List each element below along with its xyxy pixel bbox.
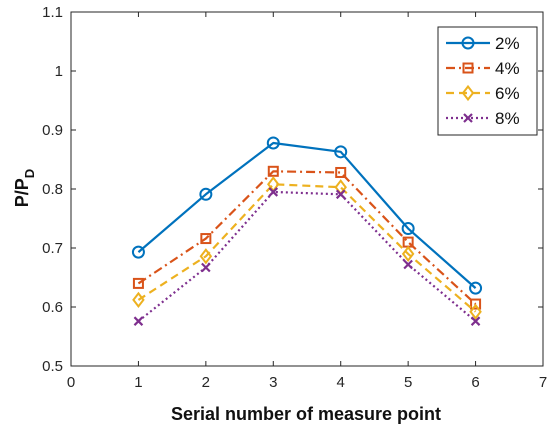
y-tick-label: 0.5	[42, 358, 63, 375]
series-layer	[131, 136, 483, 326]
data-point	[132, 277, 144, 289]
legend-marker	[462, 62, 474, 74]
legend-marker	[463, 113, 473, 123]
legend-marker	[461, 84, 475, 102]
x-tick-label: 7	[539, 374, 547, 391]
legend-marker	[461, 36, 475, 50]
series-line	[137, 170, 477, 305]
series-3	[133, 187, 481, 326]
x-tick-label: 5	[404, 374, 412, 391]
data-point	[401, 245, 415, 263]
legend-item: 4%	[446, 59, 520, 78]
y-tick-label: 1.1	[42, 4, 63, 21]
data-point	[133, 316, 144, 326]
x-tick-label: 6	[471, 374, 479, 391]
y-tick-label: 0.9	[42, 122, 63, 139]
data-point	[470, 298, 482, 310]
legend: 2% 4% 6% 8%	[437, 26, 538, 136]
series-0	[131, 136, 483, 295]
legend-item: 8%	[446, 109, 520, 128]
x-tick-label: 2	[202, 374, 210, 391]
data-point	[199, 248, 213, 265]
legend-label: 6%	[495, 84, 520, 103]
data-point	[201, 262, 211, 273]
data-point	[132, 291, 145, 309]
series-line	[137, 183, 477, 313]
x-tick-label: 0	[67, 374, 75, 391]
x-tick-label: 3	[269, 374, 277, 391]
y-axis-label-subscript: D	[22, 169, 37, 178]
y-axis-ticks: 0.5 0.6 0.7 0.8 0.9 1 1.1	[42, 4, 543, 375]
y-axis-label-main: P/P	[12, 178, 32, 207]
legend-item: 6%	[446, 84, 520, 103]
data-point	[199, 187, 213, 201]
series-2	[132, 176, 482, 320]
y-tick-label: 1	[55, 63, 63, 80]
y-axis-label: P/PD	[12, 169, 37, 207]
data-point	[334, 145, 348, 159]
data-point	[401, 222, 415, 236]
series-1	[132, 165, 482, 310]
series-line	[137, 190, 477, 323]
data-point	[470, 316, 481, 326]
legend-label: 4%	[495, 59, 520, 78]
x-tick-label: 4	[337, 374, 345, 391]
data-point	[403, 259, 413, 270]
data-point	[469, 303, 482, 320]
data-point	[131, 245, 145, 259]
y-tick-label: 0.6	[42, 299, 63, 316]
data-point	[335, 166, 347, 178]
x-axis-ticks: 0 1 2 3 4 5 6 7	[67, 12, 547, 391]
legend-label: 8%	[495, 109, 520, 128]
data-point	[266, 136, 280, 150]
x-axis-label: Serial number of measure point	[171, 404, 441, 424]
data-point	[267, 165, 279, 177]
data-point	[200, 233, 212, 245]
data-point	[335, 189, 346, 200]
x-tick-label: 1	[134, 374, 142, 391]
y-tick-label: 0.8	[42, 181, 63, 198]
data-point	[268, 187, 279, 197]
legend-item: 2%	[446, 34, 520, 53]
data-point	[469, 281, 483, 295]
y-tick-label: 0.7	[42, 240, 63, 257]
series-line	[137, 141, 477, 289]
legend-label: 2%	[495, 34, 520, 53]
